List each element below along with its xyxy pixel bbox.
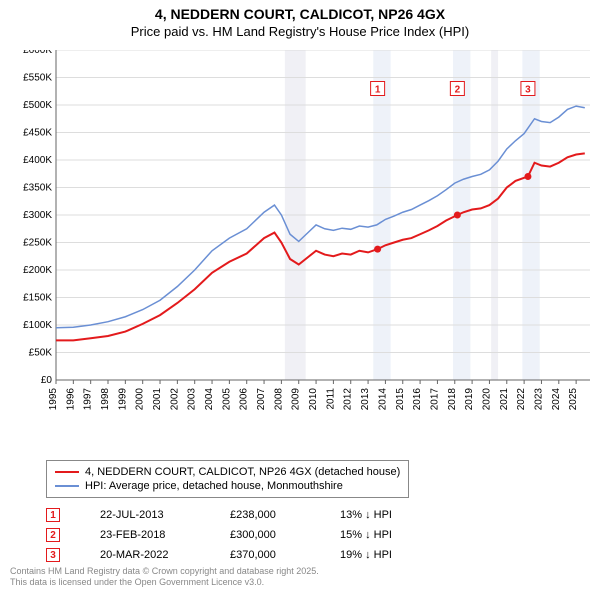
sales-row: 3 20-MAR-2022 £370,000 19% ↓ HPI: [46, 545, 420, 565]
title-address: 4, NEDDERN COURT, CALDICOT, NP26 4GX: [0, 6, 600, 22]
svg-text:2019: 2019: [464, 388, 475, 410]
sales-row: 1 22-JUL-2013 £238,000 13% ↓ HPI: [46, 505, 420, 525]
svg-text:2017: 2017: [429, 388, 440, 410]
svg-text:1995: 1995: [48, 388, 59, 410]
svg-text:2020: 2020: [481, 388, 492, 410]
legend-row: HPI: Average price, detached house, Monm…: [55, 479, 400, 493]
svg-text:1: 1: [375, 85, 381, 96]
svg-text:2002: 2002: [169, 388, 180, 410]
svg-text:2008: 2008: [273, 388, 284, 410]
attribution: Contains HM Land Registry data © Crown c…: [10, 566, 319, 588]
svg-text:2007: 2007: [256, 388, 267, 410]
sales-table: 1 22-JUL-2013 £238,000 13% ↓ HPI 2 23-FEB-201…: [46, 505, 420, 565]
title-subtitle: Price paid vs. HM Land Registry's House …: [0, 24, 600, 39]
svg-text:2025: 2025: [568, 388, 579, 410]
sale-marker-icon: 1: [46, 508, 60, 522]
legend-label: HPI: Average price, detached house, Monm…: [85, 480, 343, 492]
svg-text:2000: 2000: [135, 388, 146, 410]
svg-text:£550K: £550K: [23, 73, 52, 84]
svg-text:2024: 2024: [551, 388, 562, 410]
svg-text:£0: £0: [41, 375, 53, 386]
svg-text:2006: 2006: [239, 388, 250, 410]
svg-text:2004: 2004: [204, 388, 215, 410]
page: 4, NEDDERN COURT, CALDICOT, NP26 4GX Pri…: [0, 0, 600, 590]
svg-text:2021: 2021: [499, 388, 510, 410]
svg-text:2: 2: [455, 85, 461, 96]
svg-text:2012: 2012: [343, 388, 354, 410]
svg-text:2011: 2011: [325, 388, 336, 410]
legend-swatch: [55, 485, 79, 487]
svg-text:2009: 2009: [291, 388, 302, 410]
svg-text:2001: 2001: [152, 388, 163, 410]
svg-text:£450K: £450K: [23, 128, 52, 139]
svg-text:1996: 1996: [65, 388, 76, 410]
svg-text:2010: 2010: [308, 388, 319, 410]
svg-text:£200K: £200K: [23, 265, 52, 276]
sale-pct-vs-hpi: 15% ↓ HPI: [340, 529, 420, 541]
svg-text:£100K: £100K: [23, 320, 52, 331]
svg-text:£500K: £500K: [23, 100, 52, 111]
legend-row: 4, NEDDERN COURT, CALDICOT, NP26 4GX (de…: [55, 465, 400, 479]
svg-text:2023: 2023: [533, 388, 544, 410]
sales-row: 2 23-FEB-2018 £300,000 15% ↓ HPI: [46, 525, 420, 545]
svg-text:£600K: £600K: [23, 50, 52, 56]
sale-price: £300,000: [230, 529, 300, 541]
legend-label: 4, NEDDERN COURT, CALDICOT, NP26 4GX (de…: [85, 466, 400, 478]
svg-text:2014: 2014: [377, 388, 388, 410]
attribution-line2: This data is licensed under the Open Gov…: [10, 577, 319, 588]
svg-text:1999: 1999: [117, 388, 128, 410]
attribution-line1: Contains HM Land Registry data © Crown c…: [10, 566, 319, 577]
svg-text:2015: 2015: [395, 388, 406, 410]
sale-date: 20-MAR-2022: [100, 549, 190, 561]
svg-text:£50K: £50K: [29, 348, 53, 359]
svg-text:£150K: £150K: [23, 293, 52, 304]
svg-text:2022: 2022: [516, 388, 527, 410]
sale-date: 23-FEB-2018: [100, 529, 190, 541]
sale-marker-icon: 2: [46, 528, 60, 542]
svg-text:2005: 2005: [221, 388, 232, 410]
svg-text:2018: 2018: [447, 388, 458, 410]
svg-text:2013: 2013: [360, 388, 371, 410]
svg-text:3: 3: [525, 85, 531, 96]
price-chart: £0 £50K £100K £150K £200K £250K £300K £350K £400…: [10, 50, 590, 410]
legend: 4, NEDDERN COURT, CALDICOT, NP26 4GX (de…: [46, 460, 409, 498]
svg-text:£300K: £300K: [23, 210, 52, 221]
sale-date: 22-JUL-2013: [100, 509, 190, 521]
svg-text:£350K: £350K: [23, 183, 52, 194]
svg-text:2003: 2003: [187, 388, 198, 410]
svg-text:1998: 1998: [100, 388, 111, 410]
svg-text:2016: 2016: [412, 388, 423, 410]
chart-title-block: 4, NEDDERN COURT, CALDICOT, NP26 4GX Pri…: [0, 0, 600, 39]
legend-swatch: [55, 471, 79, 473]
sale-pct-vs-hpi: 19% ↓ HPI: [340, 549, 420, 561]
sale-pct-vs-hpi: 13% ↓ HPI: [340, 509, 420, 521]
svg-text:£250K: £250K: [23, 238, 52, 249]
sale-marker-icon: 3: [46, 548, 60, 562]
sale-price: £238,000: [230, 509, 300, 521]
sale-price: £370,000: [230, 549, 300, 561]
svg-text:1997: 1997: [83, 388, 94, 410]
svg-text:£400K: £400K: [23, 155, 52, 166]
